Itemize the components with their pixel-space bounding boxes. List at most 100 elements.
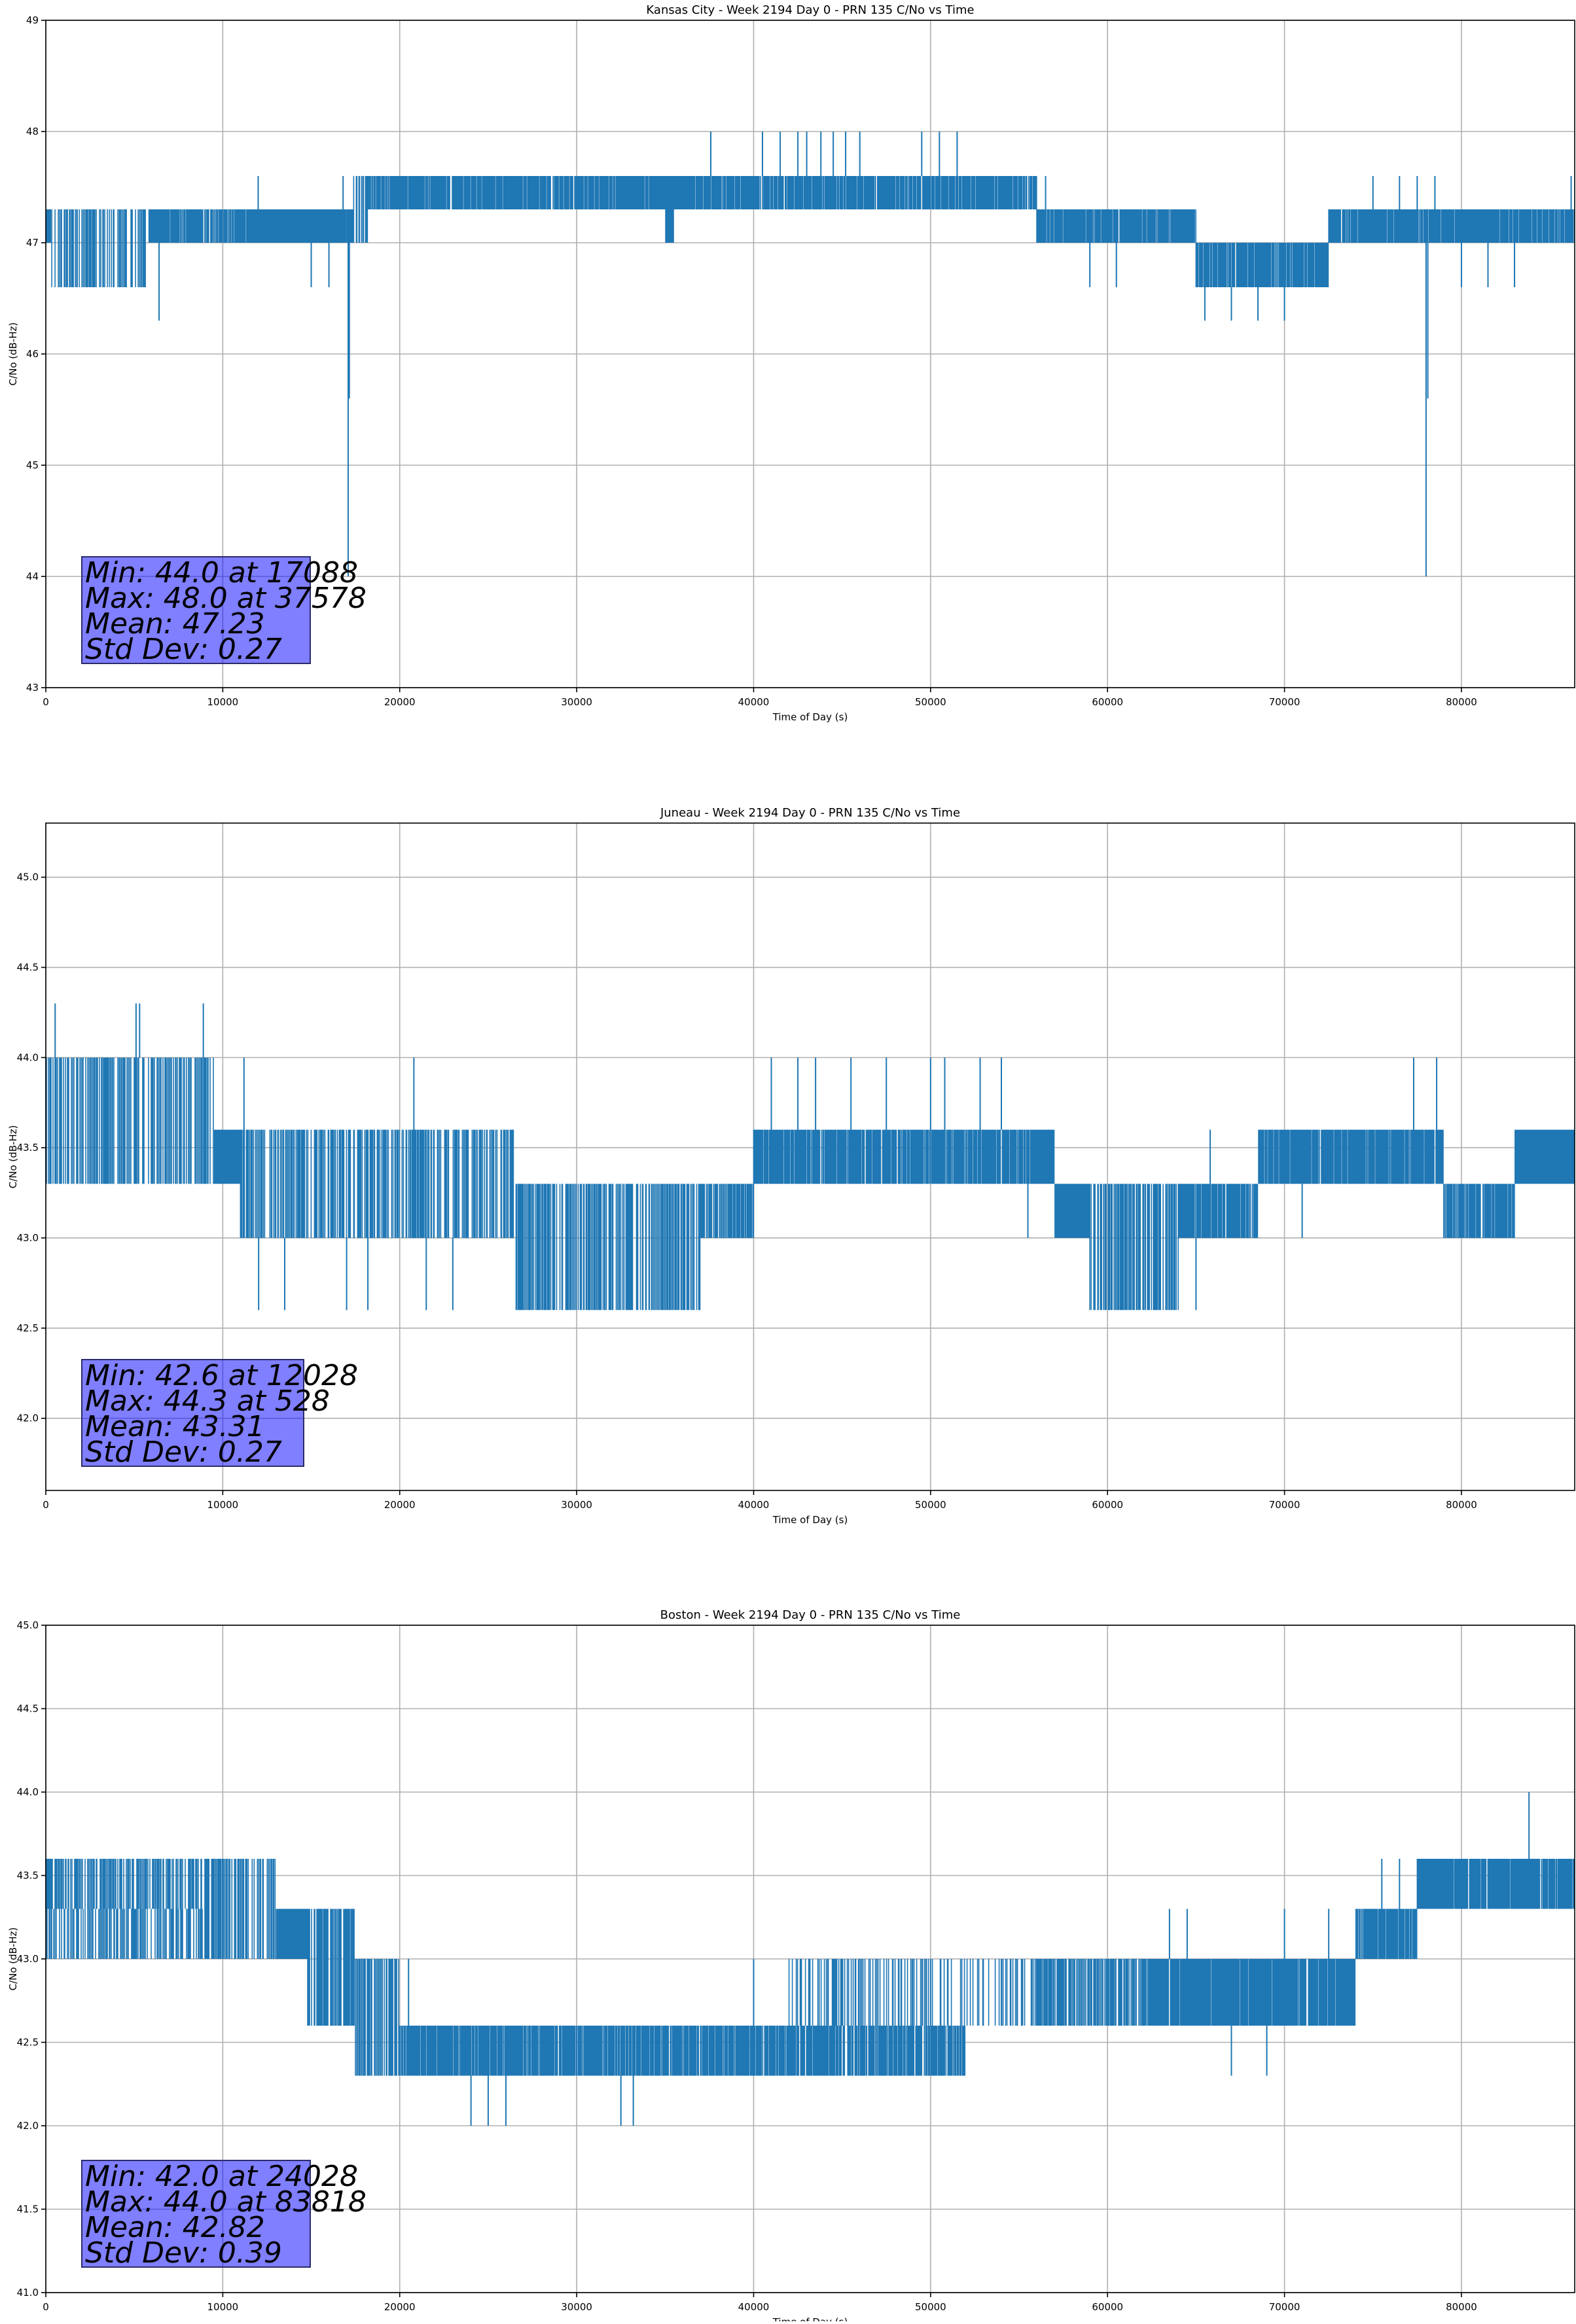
data-band — [1036, 209, 1196, 243]
data-band — [700, 1184, 755, 1239]
x-tick-label: 10000 — [207, 2301, 239, 2313]
y-tick-label: 44.0 — [17, 1786, 39, 1798]
x-tick-label: 0 — [43, 696, 49, 708]
data-band-strokes — [1258, 1129, 1444, 1184]
data-band — [1142, 1959, 1356, 2026]
data-band — [1054, 1184, 1090, 1239]
data-band-strokes — [1036, 209, 1196, 243]
data-band — [355, 1959, 399, 2076]
x-axis-label: Time of Day (s) — [772, 1514, 848, 1526]
data-band — [753, 1129, 1055, 1184]
y-tick-label: 44 — [26, 571, 39, 582]
y-tick-label: 43.0 — [17, 1953, 39, 1965]
x-tick-label: 20000 — [384, 1499, 416, 1511]
stats-mean: Mean: 42.82 — [85, 2211, 265, 2244]
y-tick-label: 44.5 — [17, 962, 39, 974]
data-band — [673, 176, 1037, 209]
data-band — [1443, 1184, 1515, 1239]
data-band — [1258, 1129, 1444, 1184]
data-band — [1328, 209, 1575, 243]
stats-max: Max: 48.0 at 37578 — [85, 582, 367, 615]
y-tick-label: 43.0 — [17, 1232, 39, 1244]
y-tick-label: 43.5 — [17, 1142, 39, 1153]
data-band-strokes — [1089, 1184, 1179, 1311]
chart-title: Kansas City - Week 2194 Day 0 - PRN 135 … — [646, 3, 974, 17]
data-band-strokes — [788, 1959, 1037, 2026]
y-tick-label: 43.5 — [17, 1870, 39, 1882]
x-tick-label: 70000 — [1269, 2301, 1300, 2313]
data-band — [46, 209, 52, 243]
data-band — [45, 1057, 214, 1184]
y-tick-label: 45 — [26, 459, 39, 471]
data-band-strokes — [515, 1184, 701, 1311]
stats-box-boston: Min: 42.0 at 24028 Max: 44.0 at 83818 Me… — [81, 2160, 367, 2268]
y-tick-label: 41.5 — [17, 2204, 39, 2215]
stats-mean: Mean: 43.31 — [85, 1410, 265, 1443]
y-tick-label: 41.0 — [17, 2287, 39, 2298]
x-tick-label: 20000 — [384, 2301, 416, 2313]
x-tick-label: 10000 — [207, 696, 239, 708]
x-tick-label: 80000 — [1446, 696, 1477, 708]
data-band-strokes — [399, 2026, 665, 2076]
stats-max: Max: 44.0 at 83818 — [85, 2185, 367, 2219]
data-band — [1355, 1909, 1418, 1959]
stats-box-kansas-city: Min: 44.0 at 17088 Max: 48.0 at 37578 Me… — [81, 556, 367, 666]
data-band-strokes — [45, 1859, 206, 1909]
x-tick-label: 30000 — [561, 1499, 592, 1511]
data-band-strokes — [1195, 243, 1329, 287]
data-band — [346, 209, 354, 243]
data-band — [367, 176, 666, 209]
stats-std-dev: Std Dev: 0.27 — [85, 633, 282, 666]
x-tick-label: 0 — [43, 1499, 49, 1511]
data-band — [258, 209, 347, 243]
data-band-strokes — [240, 1129, 514, 1239]
data-band — [1416, 1859, 1575, 1909]
data-band — [664, 2026, 966, 2076]
y-tick-label: 44.5 — [17, 1703, 39, 1715]
data-band — [1177, 1184, 1259, 1239]
data-band — [276, 1909, 308, 1959]
data-band-strokes — [1036, 1959, 1143, 2026]
y-axis-label: C/No (dB-Hz) — [7, 1928, 19, 1991]
data-band-strokes — [204, 1859, 276, 1959]
y-tick-label: 45.0 — [17, 872, 39, 883]
y-tick-label: 42.0 — [17, 2120, 39, 2132]
chart-title: Boston - Week 2194 Day 0 - PRN 135 C/No … — [660, 1608, 961, 1622]
data-band — [166, 209, 259, 243]
x-tick-label: 0 — [43, 2301, 49, 2313]
x-tick-label: 40000 — [738, 1499, 770, 1511]
data-band — [1195, 243, 1329, 287]
stats-std-dev: Std Dev: 0.27 — [85, 1435, 282, 1469]
x-tick-label: 50000 — [915, 1499, 946, 1511]
data-band — [788, 1959, 1037, 2026]
data-band-strokes — [51, 209, 146, 287]
stats-max: Max: 44.3 at 528 — [85, 1384, 330, 1418]
x-axis-label: Time of Day (s) — [772, 2316, 848, 2321]
y-tick-label: 47 — [26, 237, 39, 249]
data-band — [45, 1859, 206, 1909]
x-axis-label: Time of Day (s) — [772, 711, 848, 723]
data-band-strokes — [166, 209, 259, 243]
data-band-strokes — [1177, 1184, 1259, 1239]
data-band-strokes — [1328, 209, 1575, 243]
x-tick-label: 60000 — [1092, 1499, 1123, 1511]
data-band-strokes — [664, 2026, 966, 2076]
data-band-strokes — [1443, 1184, 1515, 1239]
chart-panel-juneau: 0 10000 20000 30000 40000 50000 60000 70000 8000… — [7, 806, 1575, 1526]
data-band-strokes — [367, 176, 666, 209]
data-band — [240, 1129, 514, 1239]
data-band — [353, 176, 368, 243]
x-tick-label: 50000 — [915, 696, 946, 708]
data-band-strokes — [45, 1057, 214, 1184]
data-band-strokes — [46, 1909, 206, 1959]
x-tick-label: 70000 — [1269, 696, 1300, 708]
x-tick-label: 60000 — [1092, 2301, 1123, 2313]
data-band-strokes — [1142, 1959, 1356, 2026]
data-band — [307, 1909, 355, 2026]
x-tick-label: 30000 — [561, 2301, 592, 2313]
data-band — [46, 1909, 206, 1959]
data-band-strokes — [700, 1184, 755, 1239]
y-tick-label: 42.0 — [17, 1413, 39, 1424]
